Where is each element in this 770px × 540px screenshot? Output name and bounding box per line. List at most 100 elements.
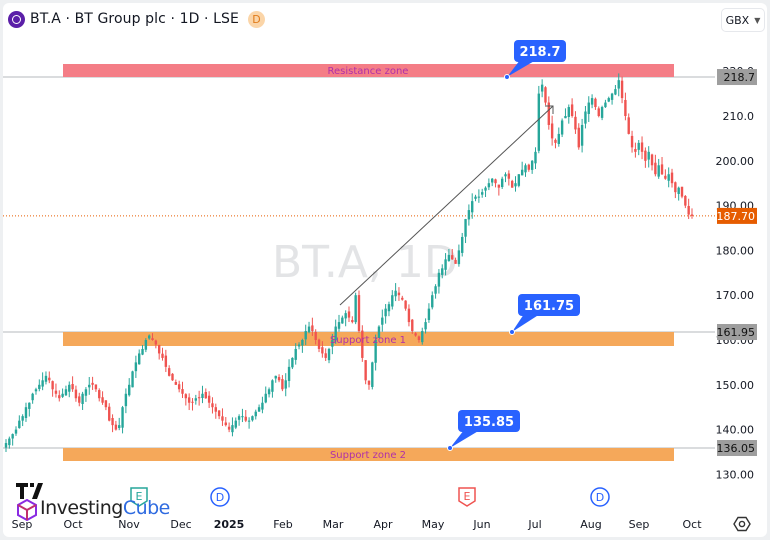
currency-selector[interactable]: GBX ▼ — [721, 8, 765, 32]
support-zone-1[interactable] — [63, 332, 674, 346]
callout-resistance-pointer — [507, 60, 536, 77]
candle-body — [274, 375, 277, 379]
candle-body — [514, 183, 517, 187]
candle-body — [4, 443, 8, 448]
candle-body — [297, 344, 301, 347]
candle-body — [18, 420, 21, 429]
candle-body — [264, 393, 267, 403]
candle-body — [371, 362, 374, 387]
trend-arrow-line[interactable] — [339, 105, 554, 306]
candle-body — [61, 393, 64, 397]
candle-body — [427, 308, 431, 320]
callout-resistance-anchor[interactable] — [504, 74, 510, 80]
candle-body — [454, 259, 457, 264]
candle-body — [457, 250, 461, 265]
candle-body — [550, 123, 554, 139]
candle-body — [624, 99, 627, 116]
candle-body — [644, 150, 647, 161]
dividend-event-icon[interactable] — [590, 487, 610, 507]
candle-body — [484, 187, 487, 191]
candle-body — [690, 214, 694, 216]
candle-body — [474, 196, 477, 199]
candle-body — [540, 84, 544, 92]
support-zone-2-label: Support zone 2 — [330, 450, 406, 461]
candle-body — [567, 107, 570, 117]
candle-body — [221, 416, 224, 421]
candle-body — [504, 174, 507, 177]
callout-support2-anchor[interactable] — [447, 445, 453, 451]
y-axis-tick: 150.00 — [716, 379, 755, 392]
last-price-tag-bg — [717, 207, 757, 224]
candle-body — [171, 373, 174, 381]
candle-body — [161, 353, 164, 358]
candle-body — [471, 201, 474, 213]
y-axis-tick: 130.00 — [716, 468, 755, 481]
candle-body — [500, 178, 504, 188]
x-axis-tick: Nov — [118, 518, 140, 531]
candle-body — [211, 403, 214, 408]
candle-body — [527, 164, 531, 170]
callout-resistance-box[interactable] — [514, 40, 566, 62]
candle-body — [391, 295, 394, 307]
candle-body — [134, 362, 138, 372]
candle-body — [197, 397, 201, 399]
settings-gear-icon[interactable] — [733, 515, 751, 533]
candle-body — [377, 326, 381, 338]
candle-body — [214, 407, 217, 412]
earnings-event-icon[interactable] — [130, 487, 148, 507]
resistance-price-tag: 218.7 — [724, 71, 756, 84]
earnings-event-icon[interactable] — [458, 487, 476, 507]
candle-body — [524, 165, 527, 173]
candle-body — [331, 340, 334, 347]
candle-body — [217, 410, 221, 417]
candle-body — [674, 182, 677, 193]
symbol-header[interactable]: BT.A · BT Group plc · 1D · LSE D — [8, 9, 265, 29]
candle-body — [667, 174, 670, 181]
callout-support2-box[interactable] — [458, 410, 520, 432]
candle-body — [304, 331, 307, 340]
candle-body — [271, 380, 274, 392]
candle-body — [650, 154, 654, 166]
x-axis-tick: May — [422, 518, 445, 531]
candle-body — [307, 326, 311, 333]
candle-body — [24, 407, 28, 418]
candle-body — [421, 331, 424, 343]
candle-body — [461, 236, 464, 253]
candle-body — [357, 295, 361, 332]
callout-support1-box[interactable] — [518, 294, 580, 316]
candle-body — [547, 102, 551, 125]
candle-body — [51, 381, 54, 390]
candle-body — [118, 425, 121, 429]
candle-body — [88, 384, 91, 388]
candle-body — [261, 402, 264, 410]
candle-body — [597, 108, 600, 116]
candle-body — [121, 407, 124, 428]
candle-body — [34, 389, 38, 392]
candle-body — [164, 355, 168, 367]
x-axis-tick: Oct — [63, 518, 83, 531]
delayed-data-badge[interactable]: D — [247, 10, 265, 28]
support-zone-2[interactable] — [63, 448, 674, 461]
candle-body — [620, 80, 624, 99]
candle-body — [614, 89, 617, 95]
candle-body — [98, 390, 101, 399]
candle-body — [347, 311, 351, 318]
candle-body — [144, 340, 148, 350]
callout-support1-anchor[interactable] — [509, 329, 515, 335]
x-axis-tick: Sep — [629, 518, 650, 531]
callout-support2-pointer — [450, 430, 480, 448]
candle-body — [510, 180, 514, 188]
candle-body — [364, 360, 367, 381]
tradingview-logo-icon — [16, 483, 46, 503]
candle-body — [411, 319, 414, 332]
candle-body — [167, 368, 171, 376]
candle-body — [587, 102, 590, 114]
candle-body — [324, 353, 327, 358]
candle-body — [267, 389, 271, 395]
dividend-event-icon[interactable] — [210, 487, 230, 507]
x-axis-tick: Oct — [682, 518, 702, 531]
candle-body — [341, 317, 344, 324]
candle-body — [557, 133, 560, 144]
candle-body — [128, 384, 131, 396]
